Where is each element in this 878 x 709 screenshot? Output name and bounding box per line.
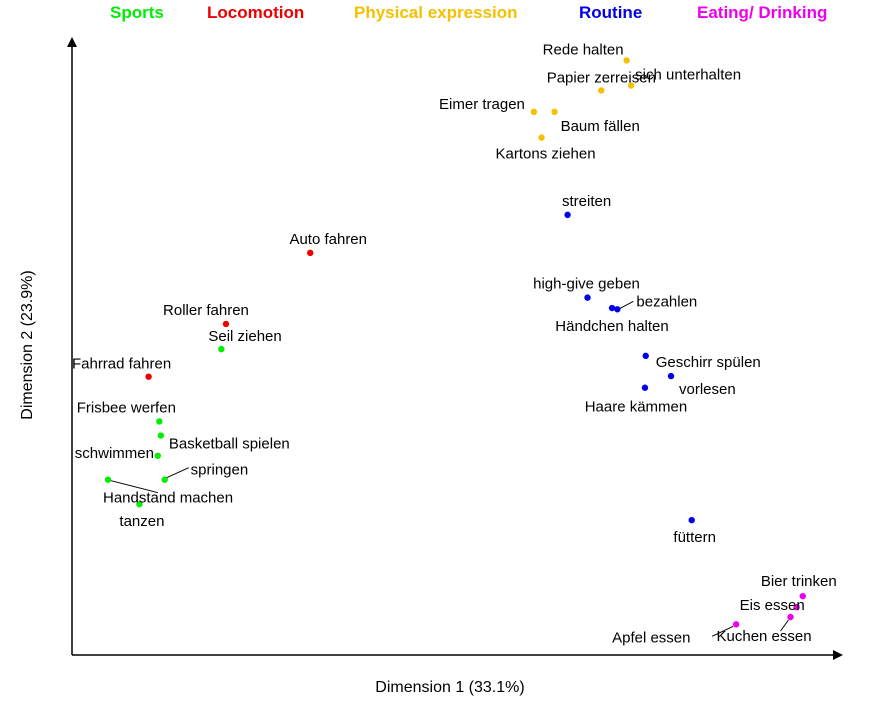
legend-item-sports: Sports (110, 3, 164, 22)
label-geschirr-spulen: Geschirr spülen (656, 354, 761, 371)
label-rede-halten: Rede halten (543, 41, 624, 58)
label-eimer-tragen: Eimer tragen (439, 96, 525, 113)
label-seil-ziehen: Seil ziehen (208, 328, 281, 345)
y-axis-title: Dimension 2 (23.9%) (19, 270, 36, 419)
point-baum-fallen (551, 108, 558, 116)
point-tanzen (136, 501, 143, 508)
label-auto-fahren: Auto fahren (289, 231, 367, 248)
point-frisbee-werfen (156, 418, 163, 425)
leader-apfel-essen (711, 625, 734, 637)
legend: Sports Locomotion Physical expression Ro… (110, 3, 827, 22)
point-springen (161, 476, 168, 483)
legend-item-eating-drinking: Eating/ Drinking (697, 3, 827, 22)
label-handstand-machen: Handstand machen (103, 490, 233, 507)
point-kartons-ziehen (538, 134, 545, 141)
x-axis-title: Dimension 1 (33.1%) (375, 679, 524, 696)
legend-item-locomotion: Locomotion (207, 3, 304, 22)
point-bezahlen (614, 306, 621, 313)
point-eimer-tragen (530, 108, 538, 116)
label-kuchen-essen: Kuchen essen (717, 628, 812, 645)
point-geschirr-spulen (642, 352, 649, 360)
point-handstand-machen (104, 476, 112, 483)
label-bier-trinken: Bier trinken (761, 573, 837, 590)
leader-lines (110, 300, 789, 637)
data-labels: Seil ziehen Frisbee werfen Basketball spie… (72, 41, 837, 646)
legend-item-physical-expression: Physical expression (354, 3, 517, 22)
point-vorlesen (667, 372, 675, 380)
label-frisbee-werfen: Frisbee werfen (77, 399, 176, 416)
point-high-give-geben (584, 294, 591, 301)
point-basketball-spielen (157, 432, 165, 439)
point-futtern (688, 516, 695, 524)
label-apfel-essen: Apfel essen (612, 629, 690, 646)
point-fahrrad-fahren (145, 373, 152, 380)
point-roller-fahren (222, 320, 230, 328)
label-roller-fahren: Roller fahren (163, 302, 249, 319)
point-auto-fahren (307, 249, 314, 257)
label-vorlesen: vorlesen (679, 381, 736, 398)
point-rede-halten (623, 57, 630, 64)
label-kartons-ziehen: Kartons ziehen (496, 146, 596, 163)
label-tanzen: tanzen (119, 513, 164, 530)
label-futtern: füttern (673, 529, 716, 546)
point-bier-trinken (799, 592, 806, 600)
point-handchen-halten (608, 304, 616, 312)
leader-bezahlen (618, 300, 634, 310)
point-schwimmen (154, 452, 161, 459)
label-haare-kammen: Haare kämmen (585, 399, 688, 416)
label-eis-essen: Eis essen (740, 597, 805, 614)
label-papier-zerreisen: Papier zerreisen (547, 69, 656, 86)
leader-handstand-machen (110, 480, 159, 494)
label-streiten: streiten (562, 193, 611, 210)
data-points (104, 57, 806, 628)
label-handchen-halten: Händchen halten (555, 318, 668, 335)
point-apfel-essen (732, 621, 740, 628)
leader-kuchen-essen (780, 619, 789, 632)
label-baum-fallen: Baum fällen (561, 118, 640, 135)
point-papier-zerreisen (598, 87, 605, 94)
point-streiten (564, 211, 571, 219)
leader-springen (166, 467, 189, 479)
label-fahrrad-fahren: Fahrrad fahren (72, 356, 171, 373)
label-sich-unterhalten: sich unterhalten (635, 67, 741, 84)
label-schwimmen: schwimmen (75, 445, 154, 462)
label-bezahlen: bezahlen (636, 293, 697, 310)
legend-item-routine: Routine (579, 3, 642, 22)
point-eis-essen (793, 603, 800, 611)
point-kuchen-essen (787, 613, 794, 621)
point-haare-kammen (641, 384, 649, 391)
point-sich-unterhalten (627, 82, 635, 89)
label-springen: springen (191, 462, 249, 479)
label-basketball-spielen: Basketball spielen (169, 436, 290, 453)
label-high-give-geben: high-give geben (533, 276, 640, 293)
point-seil-ziehen (218, 345, 225, 353)
